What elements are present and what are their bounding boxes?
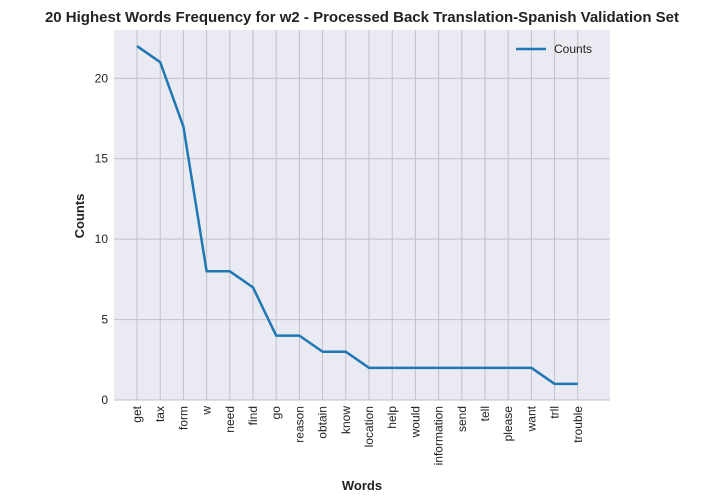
legend: Counts (516, 42, 592, 56)
series-layer (136, 45, 578, 386)
y-axis-label: Counts (72, 194, 87, 239)
x-tick-label: send (455, 406, 469, 432)
x-tick-label: know (339, 406, 353, 434)
x-tick-label: go (269, 406, 283, 420)
y-tick-label: 10 (95, 232, 109, 246)
x-tick-label: w (200, 406, 214, 416)
x-tick-label: trll (548, 406, 562, 419)
chart-title: 20 Highest Words Frequency for w2 - Proc… (45, 9, 679, 26)
y-tick-label: 0 (101, 393, 108, 407)
x-tick-label: tax (153, 406, 167, 422)
x-tick-label: location (362, 406, 376, 447)
x-tick-label: find (246, 406, 260, 425)
x-tick-label: get (130, 405, 144, 422)
x-tick-label: want (524, 405, 538, 432)
x-tick-label: information (432, 406, 446, 465)
x-tick-label: would (408, 406, 422, 438)
legend-label-counts: Counts (554, 42, 592, 56)
x-tick-label: tell (478, 406, 492, 421)
grid (114, 30, 610, 401)
y-tick-label: 15 (95, 152, 109, 166)
x-axis-ticks: get tax form w need find go reason obtain know loc… (130, 405, 585, 465)
x-tick-label: form (176, 406, 190, 430)
y-tick-label: 5 (101, 313, 108, 327)
series-line-counts (136, 45, 578, 386)
x-tick-label: need (223, 406, 237, 433)
y-axis-ticks: 0 5 10 15 20 (95, 71, 109, 407)
x-axis-label: Words (342, 478, 382, 493)
x-tick-label: please (501, 406, 515, 442)
y-tick-label: 20 (95, 71, 109, 85)
x-tick-label: reason (292, 406, 306, 443)
plot-area (114, 30, 610, 400)
x-tick-label: trouble (571, 406, 585, 443)
x-tick-label: help (385, 406, 399, 429)
x-tick-label: obtain (316, 406, 330, 439)
